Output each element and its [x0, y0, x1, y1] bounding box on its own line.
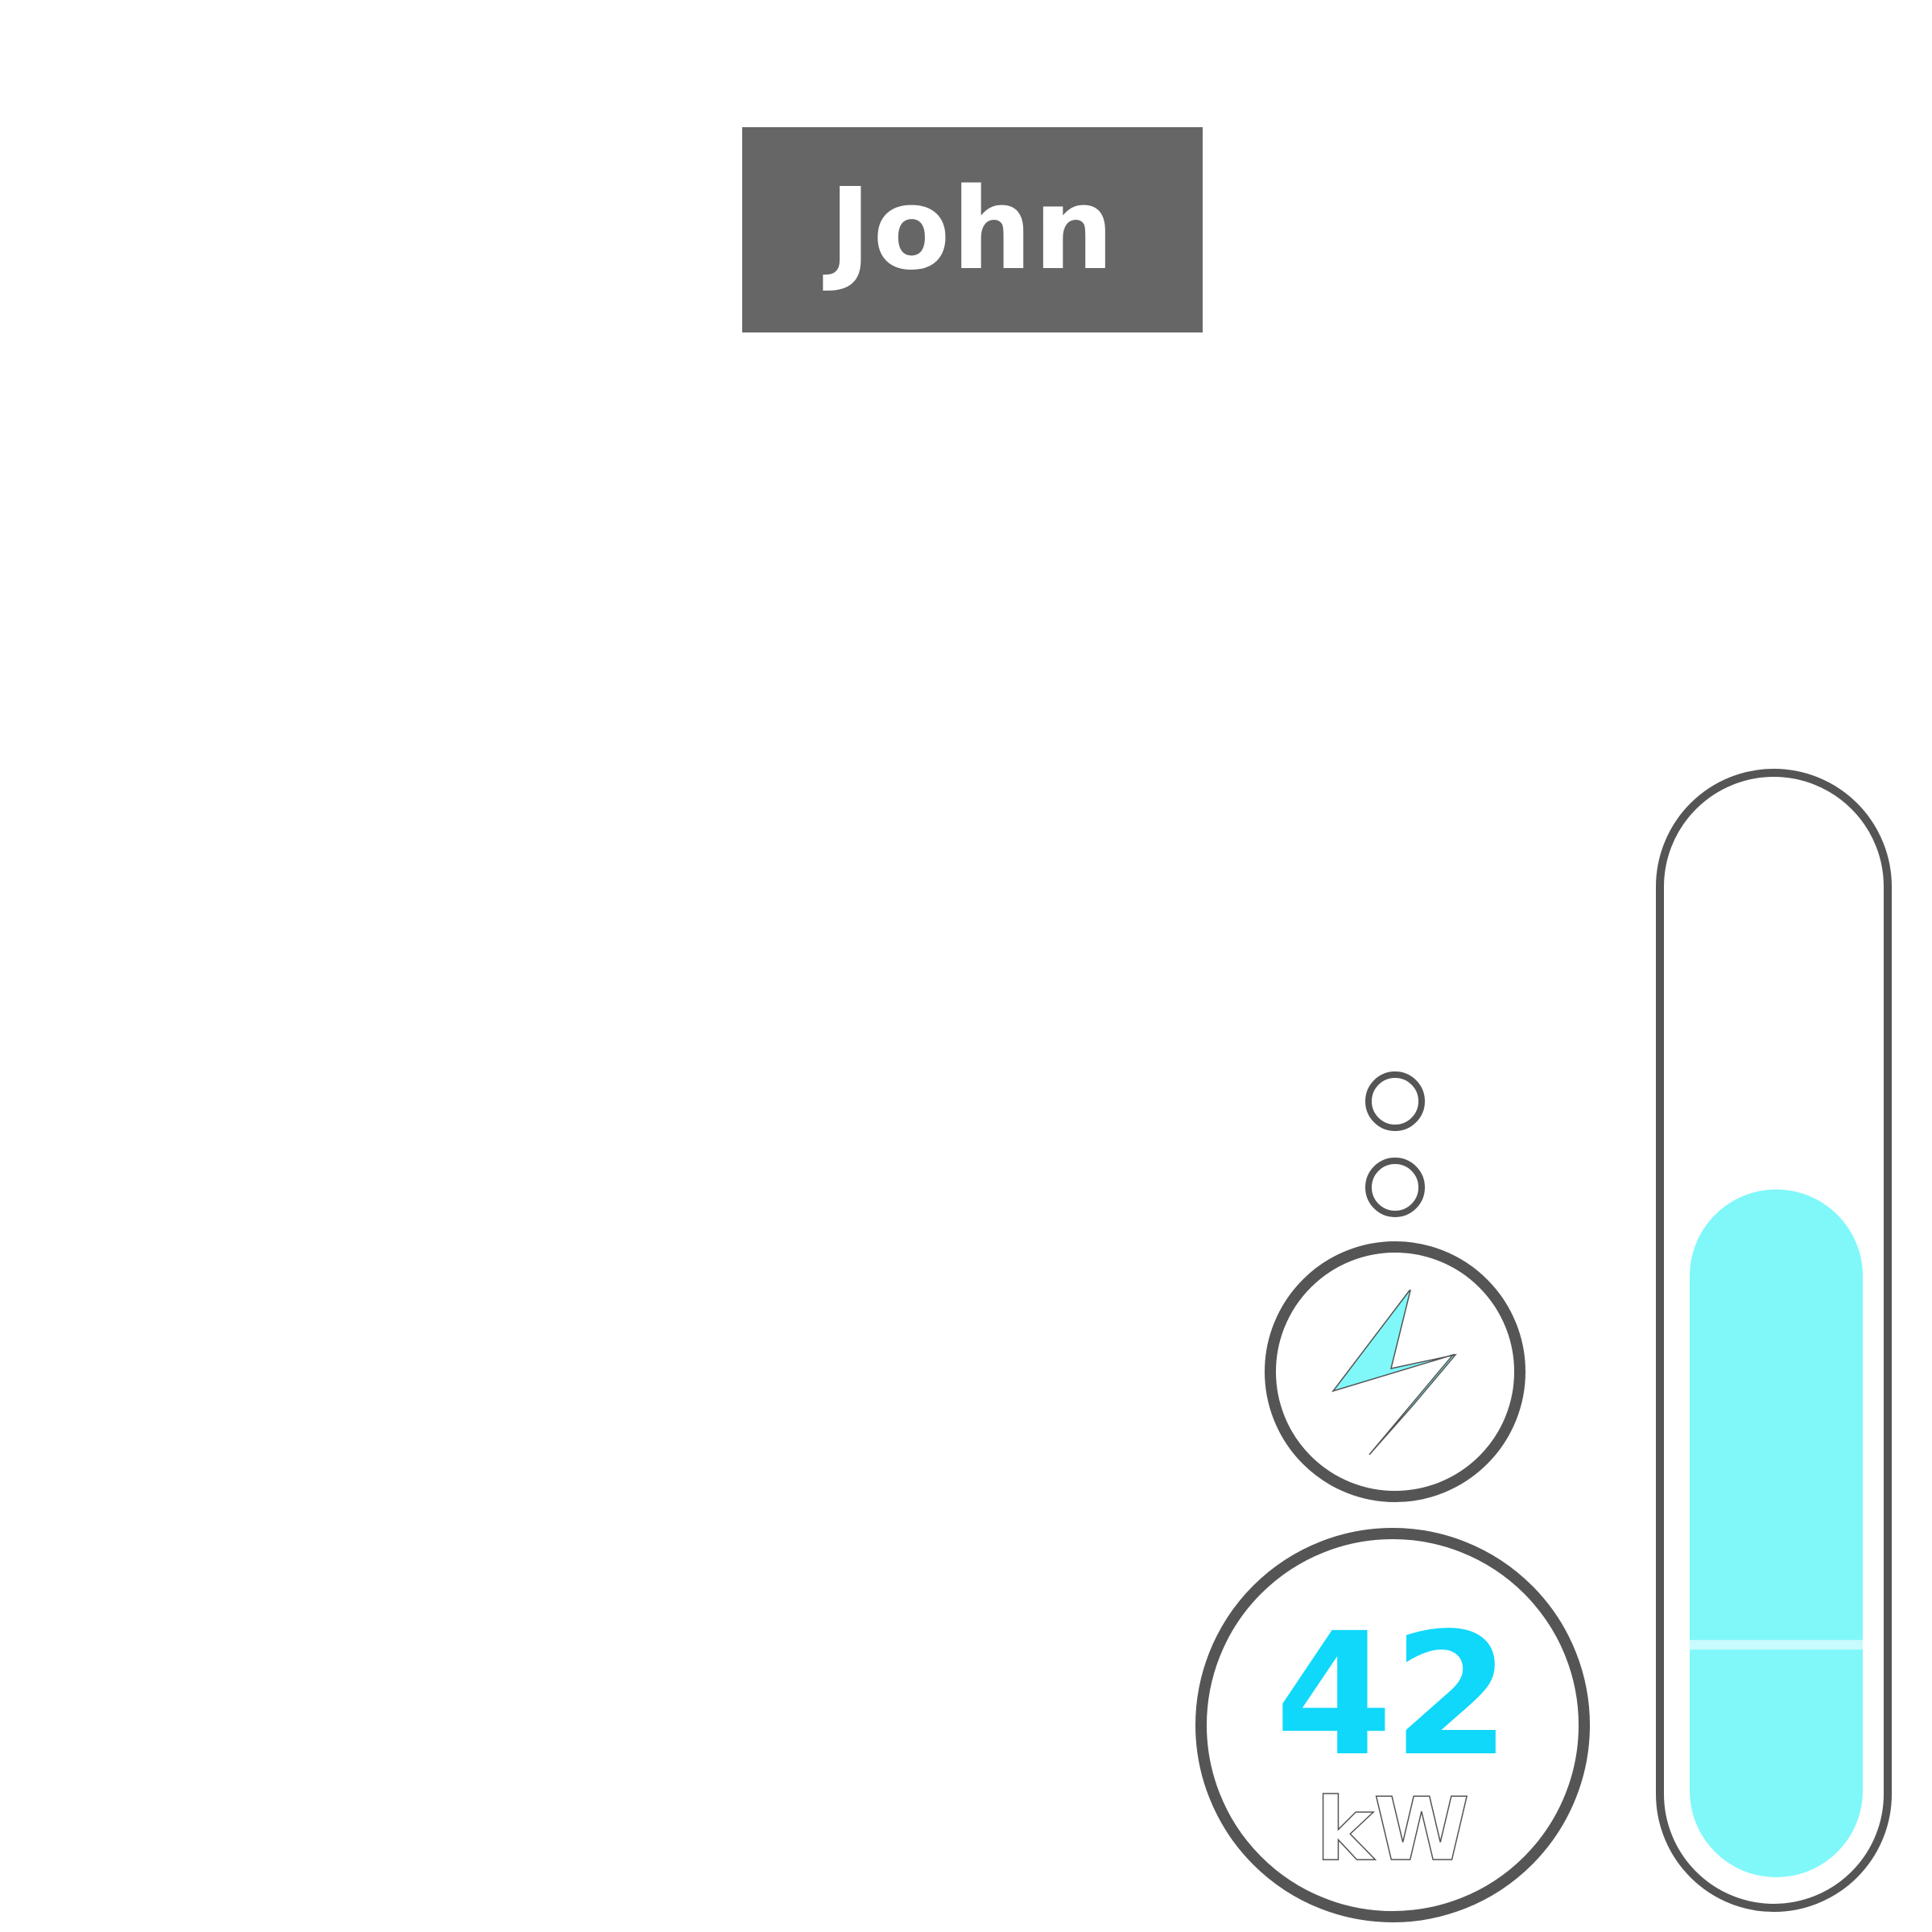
indicator-dot-bottom [1365, 1158, 1425, 1217]
power-readout-ring [1195, 1528, 1590, 1922]
power-value: 42 [1275, 1596, 1510, 1794]
player-name: John [829, 163, 1116, 295]
energy-bar [1656, 769, 1892, 1912]
lightning-status [1265, 1241, 1525, 1502]
energy-bar-highlight [1690, 1640, 1863, 1650]
energy-bar-fill [1690, 1189, 1863, 1877]
energy-bar-track [1656, 769, 1892, 1912]
player-name-tag: John [742, 127, 1203, 332]
lightning-bolt-icon [1331, 1290, 1457, 1455]
power-unit: kW [1316, 1780, 1470, 1880]
lightning-status-ring [1265, 1241, 1525, 1502]
power-readout: 42 kW [1195, 1528, 1590, 1922]
indicator-dot-top [1365, 1071, 1425, 1131]
